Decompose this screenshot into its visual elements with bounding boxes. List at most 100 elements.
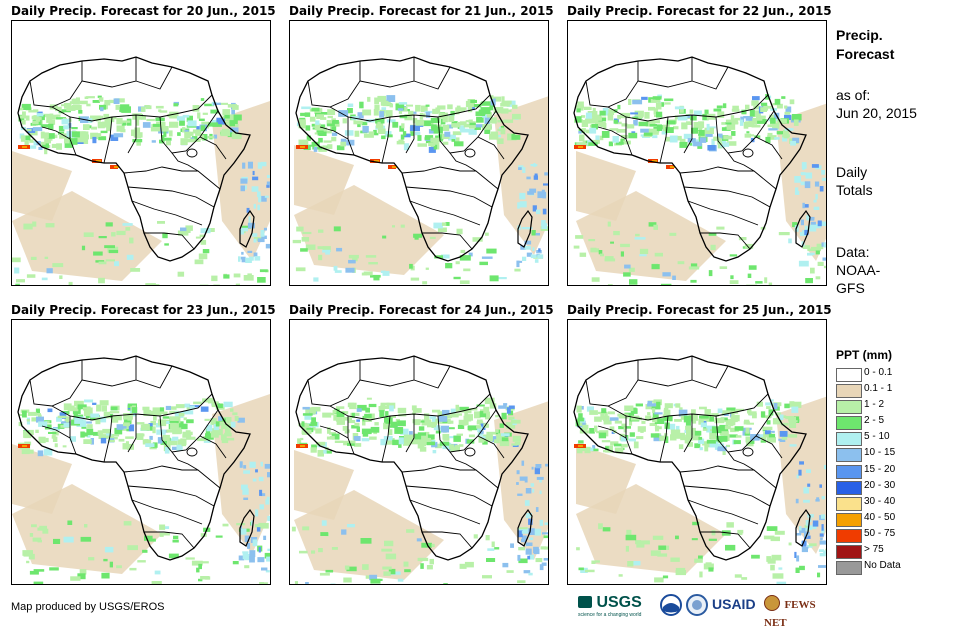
rain-cell [644,112,649,119]
rain-cell [123,223,133,226]
rain-cell [690,116,697,121]
rain-cell [661,284,672,285]
rain-cell [243,470,250,474]
rain-cell [101,573,109,579]
rain-cell [591,248,597,253]
rain-cell [179,413,185,416]
data-source-line3: GFS [836,279,956,297]
rain-cell [354,436,361,441]
rain-cell [766,556,771,562]
rain-cell [249,556,255,562]
rain-cell [381,271,386,273]
rain-cell [431,126,438,129]
rain-cell [31,257,37,260]
rain-cell [801,172,806,175]
rain-cell [818,565,826,568]
rain-cell [265,499,269,504]
rain-cell [810,268,815,274]
panel-title: Daily Precip. Forecast for 21 Jun., 2015 [289,4,559,20]
rain-cell [211,276,217,282]
fews-globe-icon [764,595,780,611]
rain-cell [82,246,85,251]
rain-cell [621,444,628,448]
rain-cell [322,250,330,253]
rain-cell [457,106,461,108]
rain-cell [811,217,814,220]
rain-cell [415,236,419,240]
rain-cell [807,484,810,487]
rain-cell [426,112,430,118]
country-border [136,67,172,89]
rain-cell [675,403,680,407]
rain-cell [46,438,49,442]
rain-cell [55,443,58,447]
rain-cell [589,410,598,415]
rain-cell [52,263,63,267]
rain-cell [145,443,154,447]
rain-cell [468,105,472,112]
rain-cell [301,107,311,110]
rain-cell [470,123,476,125]
rain-cell [674,419,682,422]
rain-cell [799,261,809,267]
rain-cell [824,266,826,268]
rain-cell [249,550,255,557]
rain-cell [361,538,372,544]
rain-cell [109,250,118,253]
rain-cell [142,550,147,553]
country-border [450,153,476,171]
rain-cell [426,268,429,270]
rain-cell [382,567,391,570]
rain-cell [613,231,620,235]
rain-cell [335,441,344,443]
rain-cell [626,535,637,541]
rain-cell [652,135,657,138]
rain-cell [545,464,548,467]
rain-cell [593,116,602,121]
rain-cell [152,581,162,584]
rain-cell [21,135,25,142]
rain-cell [578,418,584,422]
rain-cell [610,417,619,421]
rain-cell [343,118,347,123]
rain-cell [705,110,709,114]
rain-cell [803,500,810,503]
rain-cell [536,233,540,236]
rain-cell [162,138,171,141]
rain-cell [334,266,338,271]
rain-cell [32,222,36,227]
rain-cell [69,407,79,411]
forecast-map [567,319,827,585]
rain-cell [628,133,637,139]
rain-cell [694,122,704,129]
rain-cell [534,163,536,167]
rain-cell [457,229,463,235]
legend-item: 50 - 75 [836,527,962,543]
rain-cell [47,268,53,273]
rain-cell [356,419,360,421]
rain-cell [707,440,716,444]
rain-cell [224,115,229,119]
rain-cell [93,252,103,256]
rain-cell [608,284,613,285]
rain-cell [31,524,37,527]
rain-cell [114,98,120,104]
rain-cell [14,268,19,274]
rain-cell [513,436,521,442]
rain-cell [397,420,406,426]
legend-label: 10 - 15 [864,447,895,458]
rain-cell [656,103,662,110]
country-border [402,466,498,488]
rain-cell [59,275,62,279]
rain-cell [741,577,747,580]
rain-cell [603,527,611,531]
rain-cell [759,116,766,119]
rain-cell [672,276,676,280]
rain-cell [264,228,267,231]
as-of-date: Jun 20, 2015 [836,104,956,122]
rain-cell [167,441,177,445]
rain-cell [185,225,193,231]
rain-cell [324,140,332,142]
rain-cell [415,132,420,136]
rain-cell [731,131,735,136]
